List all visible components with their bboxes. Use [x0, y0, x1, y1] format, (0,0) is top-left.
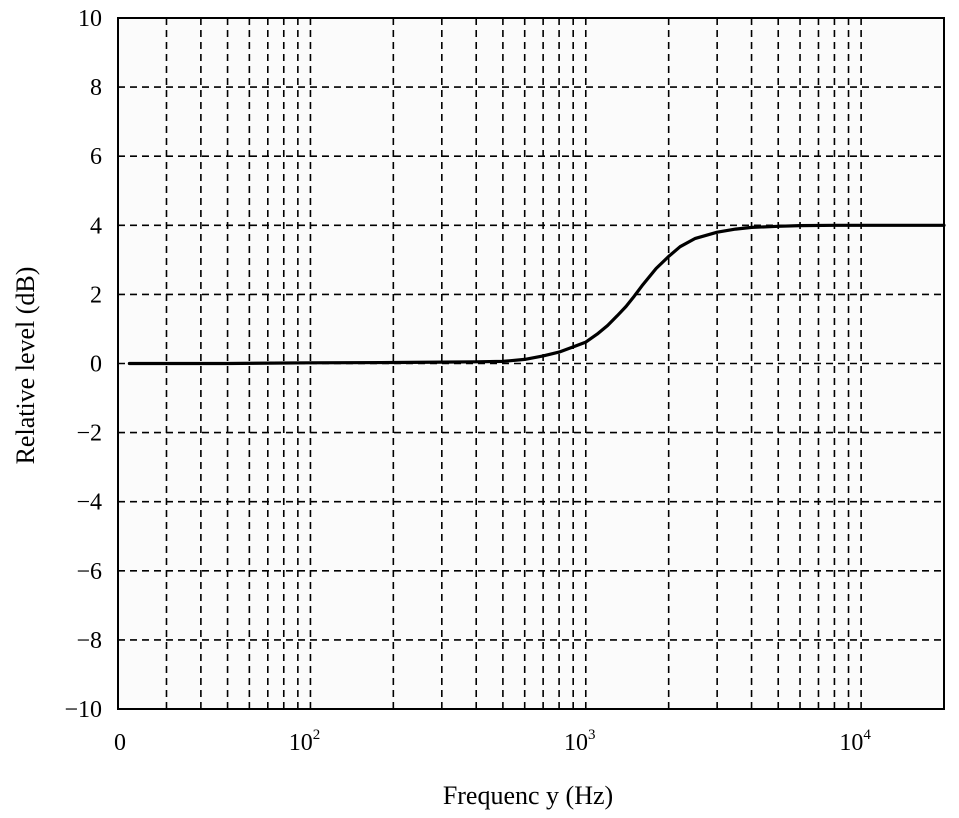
y-tick-label: −6 — [76, 559, 102, 585]
y-tick-label: 6 — [90, 144, 102, 170]
y-tick-label: −2 — [76, 421, 102, 447]
x-tick-label: 0 — [114, 730, 126, 756]
y-tick-label: 4 — [90, 213, 102, 239]
y-tick-label: −4 — [76, 490, 102, 516]
y-tick-label: 2 — [90, 282, 102, 308]
y-axis-label: Relative level (dB) — [11, 267, 40, 465]
y-grid — [118, 86, 944, 641]
y-tick-label: −8 — [76, 628, 102, 654]
x-tick-label: 102 — [289, 727, 321, 756]
x-axis-label: Frequenc y (Hz) — [443, 781, 613, 810]
x-tick-labels: 0 102 103 104 — [114, 727, 871, 756]
series-line — [127, 223, 946, 366]
y-tick-label: 0 — [90, 352, 102, 378]
y-tick-labels: 10 8 6 4 2 0 −2 −4 −6 −8 −10 — [64, 6, 102, 723]
plot-frame — [117, 17, 945, 710]
x-tick-label: 104 — [839, 727, 871, 756]
y-tick-label: 8 — [90, 75, 102, 101]
y-tick-label: 10 — [78, 6, 102, 32]
y-tick-label: −10 — [64, 697, 102, 723]
x-tick-label: 103 — [564, 727, 596, 756]
